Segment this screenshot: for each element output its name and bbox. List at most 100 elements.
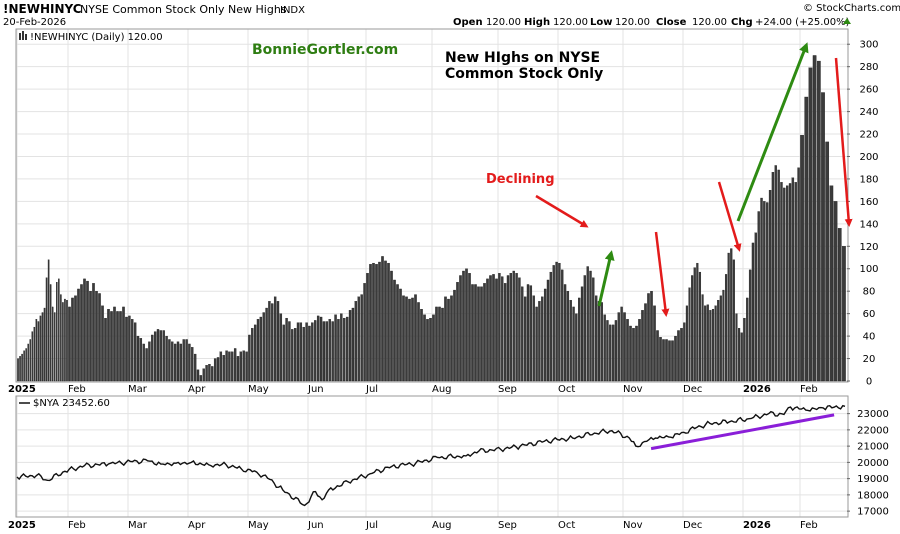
- new-highs-bar: [171, 341, 174, 382]
- new-highs-bar: [95, 291, 98, 382]
- new-highs-bar: [179, 343, 183, 382]
- red-arrow-feb: [834, 57, 853, 227]
- date: 20-Feb-2026: [3, 17, 66, 28]
- new-highs-bar: [748, 269, 752, 382]
- new-highs-bar: [523, 296, 527, 382]
- exchange: INDX: [280, 5, 305, 16]
- new-highs-bar: [606, 320, 609, 382]
- new-highs-bar: [668, 340, 671, 382]
- bottom-y-axis: 17000 18000 19000 20000 21000 22000 23000: [847, 409, 889, 518]
- new-highs-bar: [746, 297, 749, 382]
- new-highs-bar: [83, 278, 86, 382]
- close-label: Close: [656, 17, 687, 28]
- new-highs-bar: [704, 305, 707, 382]
- new-highs-bar: [80, 284, 83, 382]
- new-highs-bar: [459, 275, 462, 382]
- red-arrow-dec: [717, 181, 742, 252]
- new-highs-bar: [768, 190, 772, 382]
- new-highs-bar: [794, 182, 797, 382]
- top-y-tick-label: 160: [859, 197, 878, 208]
- new-highs-bar: [165, 335, 168, 382]
- new-highs-bar: [381, 256, 384, 382]
- new-highs-bar: [325, 321, 329, 382]
- new-highs-bar: [116, 311, 119, 382]
- new-highs-bar: [314, 320, 317, 382]
- new-highs-bar: [468, 273, 471, 382]
- new-highs-bar: [829, 185, 834, 382]
- top-y-tick-label: 40: [863, 332, 876, 343]
- bar-legend-icon: [19, 31, 27, 40]
- new-highs-bar: [366, 273, 369, 382]
- new-highs-bar: [541, 296, 544, 382]
- new-highs-bar: [193, 353, 197, 382]
- top-x-tick-label: May: [248, 384, 269, 395]
- annotation-title-line1: New HIghs on NYSE: [445, 50, 600, 66]
- new-highs-bar: [683, 322, 686, 382]
- new-highs-bar: [549, 271, 553, 382]
- new-highs-bar: [632, 328, 635, 382]
- new-highs-bar: [231, 351, 234, 382]
- new-highs-bar: [435, 306, 438, 382]
- top-gridlines: [16, 29, 847, 382]
- top-x-tick-label: Sep: [498, 384, 517, 395]
- new-highs-bar: [74, 295, 77, 382]
- top-y-tick-label: 280: [859, 62, 878, 73]
- top-x-tick-label: 2025: [8, 384, 36, 395]
- new-highs-bar: [168, 339, 171, 382]
- new-highs-bar: [110, 311, 113, 382]
- top-y-tick-label: 0: [866, 377, 872, 388]
- chg-label: Chg: [731, 17, 753, 28]
- new-highs-bar: [423, 314, 426, 382]
- new-highs-bar: [594, 295, 598, 382]
- new-highs-bar: [757, 211, 760, 382]
- new-highs-bar: [635, 325, 638, 382]
- new-highs-bar: [268, 301, 271, 382]
- new-highs-bar: [119, 311, 122, 382]
- new-highs-bar: [719, 295, 722, 382]
- new-highs-bar: [299, 322, 303, 382]
- new-highs-bar: [291, 329, 294, 382]
- new-highs-bar: [128, 315, 131, 382]
- new-highs-bar: [98, 293, 101, 382]
- new-highs-bar: [328, 319, 331, 382]
- top-x-tick-label: Aug: [432, 384, 452, 395]
- new-highs-bar: [659, 337, 662, 382]
- new-highs-bar: [572, 306, 575, 382]
- new-highs-bar: [833, 201, 838, 382]
- new-highs-bar: [842, 246, 846, 382]
- top-y-tick-label: 120: [859, 242, 878, 253]
- new-highs-bar: [620, 306, 623, 382]
- new-highs-bar: [447, 298, 450, 382]
- new-highs-bar: [617, 312, 620, 382]
- new-highs-bar: [780, 182, 783, 382]
- new-highs-bar: [142, 343, 145, 382]
- new-highs-bar: [208, 364, 211, 382]
- top-x-tick-label: Dec: [683, 384, 702, 395]
- new-highs-bar: [334, 314, 337, 382]
- new-highs-bar: [33, 326, 36, 382]
- new-highs-bar: [219, 351, 223, 382]
- bottom-y-tick-label: 23000: [857, 409, 889, 420]
- bottom-x-tick-label: Dec: [683, 520, 702, 531]
- new-highs-bar: [609, 324, 612, 382]
- new-highs-bar: [420, 308, 423, 382]
- new-highs-bar: [783, 187, 786, 382]
- new-highs-bar: [543, 288, 547, 382]
- new-highs-bar: [239, 351, 243, 382]
- new-highs-bar: [626, 319, 629, 382]
- new-highs-bar: [151, 334, 154, 382]
- nya-support-trendline: [650, 413, 835, 451]
- new-highs-bar: [629, 325, 632, 382]
- new-highs-bar: [515, 273, 518, 382]
- new-highs-bar: [592, 277, 595, 382]
- new-highs-bar: [563, 284, 567, 382]
- new-highs-bar: [665, 339, 668, 382]
- top-x-axis: 2025 Feb Mar Apr May Jun Jul Aug Sep Oct Nov Dec 202…: [8, 384, 818, 395]
- new-highs-bar: [248, 334, 251, 382]
- new-highs-bar: [685, 305, 688, 382]
- new-highs-bar: [92, 283, 95, 382]
- new-highs-bar: [614, 320, 618, 382]
- new-highs-bar: [348, 310, 352, 382]
- new-highs-bar: [578, 297, 581, 382]
- new-highs-bar: [185, 339, 188, 382]
